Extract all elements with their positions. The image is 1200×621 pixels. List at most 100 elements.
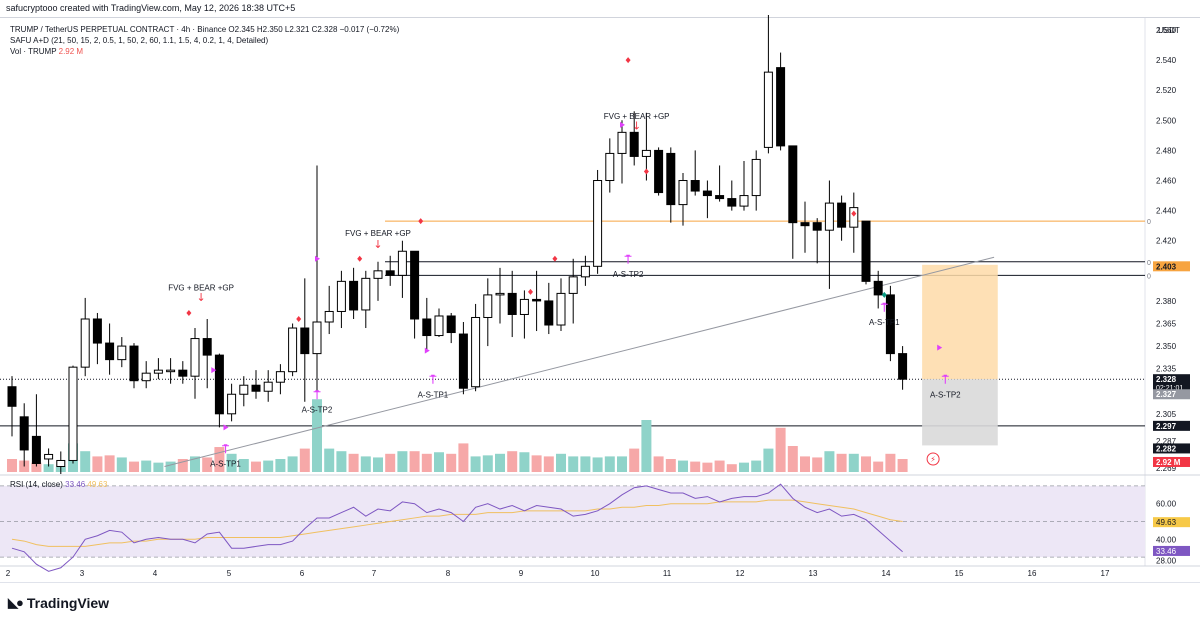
- candle-body: [202, 338, 212, 356]
- sell-arrow-icon: ↓: [196, 291, 205, 304]
- legend-indicator-line[interactable]: SAFU A+D (21, 50, 15, 2, 0.5, 1, 50, 2, …: [10, 36, 269, 45]
- volume-bar: [104, 455, 115, 472]
- upper-black-level-tag: 0: [1147, 260, 1151, 267]
- volume-bar: [116, 457, 127, 472]
- volume-bar: [421, 453, 432, 472]
- price-tick-label: 2.480: [1156, 146, 1177, 155]
- time-tick-label: 9: [519, 569, 524, 578]
- tradingview-logo[interactable]: ◣● TradingView: [8, 595, 109, 611]
- candle-body: [702, 190, 712, 197]
- volume-bar: [824, 451, 835, 472]
- rsi-label-box: [1153, 545, 1190, 556]
- candle-body: [434, 315, 444, 337]
- sell-arrow-icon: ↓: [632, 119, 641, 132]
- rsi-legend-value: 33.46: [65, 480, 87, 489]
- price-label-countdown: 02:21:01: [1156, 385, 1183, 392]
- volume-bar: [836, 453, 847, 472]
- volume-bar: [299, 448, 310, 472]
- candle-body: [617, 131, 627, 154]
- candle-body: [532, 298, 542, 302]
- tradingview-mark-icon: ◣●: [8, 595, 24, 610]
- candle-body: [739, 195, 749, 207]
- candle-body: [214, 354, 224, 415]
- price-tick-label: 2.420: [1156, 237, 1177, 246]
- candle-body: [898, 353, 908, 380]
- price-tick-label: 2.460: [1156, 177, 1177, 186]
- price-tick-label: 2.520: [1156, 86, 1177, 95]
- time-tick-label: 5: [227, 569, 232, 578]
- candle-body: [153, 369, 163, 374]
- purple-triangle-icon: [211, 367, 217, 374]
- volume-bar: [348, 453, 359, 472]
- candle-body: [544, 300, 554, 326]
- signal-annotation: FVG + BEAR +GP: [604, 112, 670, 121]
- volume-bar: [861, 456, 871, 472]
- chart-canvas[interactable]: USDT2.2692.2872.3052.3202.3352.3502.3652…: [0, 0, 1200, 582]
- legend-volume-line[interactable]: Vol · TRUMP 2.92 M: [10, 46, 399, 57]
- candle-body: [68, 366, 78, 461]
- time-tick-label: 14: [882, 569, 891, 578]
- volume-bar: [434, 452, 444, 472]
- volume-bar: [129, 461, 139, 472]
- volume-bar: [678, 460, 688, 472]
- time-tick-label: 3: [80, 569, 85, 578]
- volume-bar: [482, 455, 493, 472]
- price-label-box: [1153, 374, 1190, 393]
- time-tick-label: 7: [372, 569, 377, 578]
- volume-bar: [507, 451, 518, 472]
- rsi-tick-label: 40.00: [1156, 535, 1177, 544]
- price-label-box: [1153, 420, 1190, 431]
- candle-body: [385, 270, 395, 276]
- candle-body: [446, 315, 456, 334]
- legend-symbol-line[interactable]: TRUMP / TetherUS PERPETUAL CONTRACT · 4h…: [10, 25, 400, 34]
- time-tick-label: 12: [736, 569, 745, 578]
- time-tick-label: 8: [446, 569, 451, 578]
- candle-body: [837, 202, 847, 228]
- candle-body: [788, 145, 798, 224]
- candle-body: [361, 277, 371, 311]
- time-tick-label: 13: [809, 569, 818, 578]
- candle-body: [641, 149, 651, 157]
- volume-bar: [556, 453, 566, 472]
- volume-bar: [787, 446, 798, 472]
- rsi-ma-line: [11, 499, 903, 547]
- candle-body: [129, 345, 139, 382]
- volume-bar: [275, 459, 286, 472]
- volume-bar: [775, 427, 786, 472]
- volume-bar: [617, 456, 627, 472]
- volume-bar: [458, 443, 469, 472]
- candle-body: [336, 280, 346, 312]
- time-tick-label: 15: [955, 569, 964, 578]
- volume-bar: [763, 448, 774, 472]
- volume-bar: [373, 457, 383, 472]
- volume-bar: [848, 453, 859, 472]
- candle-body: [678, 180, 688, 206]
- signal-annotation: A-S-TP1: [869, 318, 900, 327]
- volume-bar: [7, 459, 17, 472]
- price-label-value: 2.282: [1156, 444, 1177, 453]
- volume-bar: [153, 462, 164, 472]
- volume-bar: [238, 459, 249, 472]
- candle-body: [849, 207, 859, 228]
- candle-body: [885, 294, 895, 355]
- volume-bar: [739, 462, 749, 472]
- trend-line: [164, 256, 995, 467]
- candle-body: [117, 345, 127, 361]
- candle-body: [483, 294, 493, 318]
- candle-body: [251, 384, 261, 392]
- price-label-value: 2.328: [1156, 375, 1177, 384]
- candle-body: [763, 71, 773, 148]
- price-tick-label: 2.287: [1156, 437, 1177, 446]
- time-tick-label: 4: [153, 569, 158, 578]
- rsi-ma-label: 49.63: [1156, 518, 1177, 527]
- candle-body: [422, 318, 432, 337]
- purple-triangle-icon: [620, 121, 625, 128]
- volume-bar: [141, 460, 152, 472]
- volume-bar: [324, 448, 335, 472]
- rsi-value-label: 33.46: [1156, 547, 1177, 556]
- candle-body: [873, 280, 883, 296]
- tp-marker-icon: ⍑: [221, 443, 229, 456]
- time-tick-label: 2: [6, 569, 11, 578]
- top-credit: safucryptooo created with TradingView.co…: [6, 3, 296, 13]
- candle-body: [56, 459, 66, 467]
